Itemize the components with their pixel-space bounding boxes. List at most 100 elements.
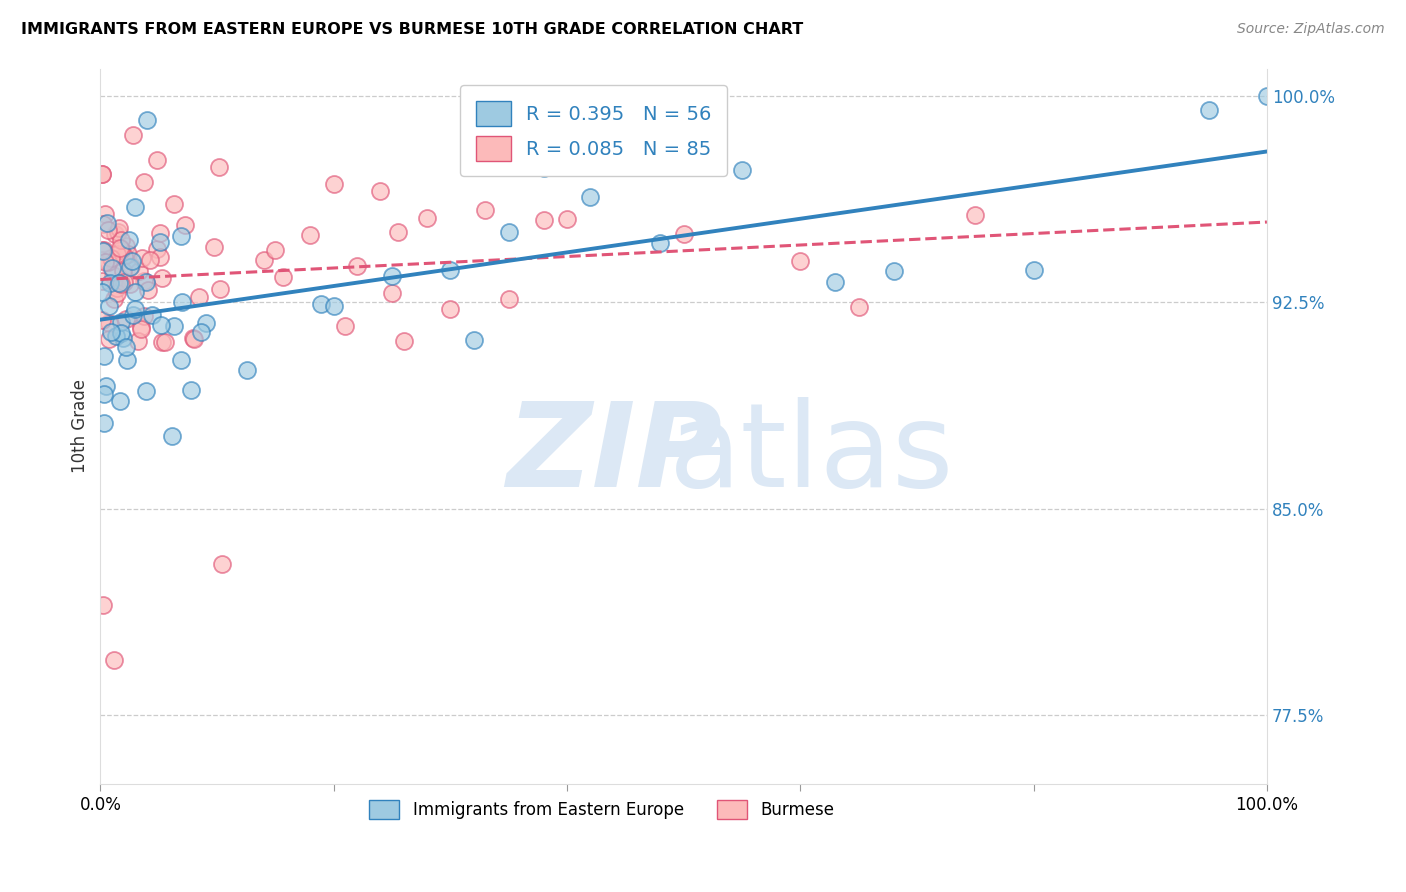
Point (96, 216, 118, 230)
Point (90, 167, 112, 181)
Point (100, 325, 122, 339)
Point (128, 264, 150, 278)
Point (103, 227, 125, 241)
Point (103, 292, 125, 306)
Point (100, 260, 122, 275)
Point (146, 153, 169, 167)
Point (1022, 262, 1045, 277)
Point (322, 177, 344, 191)
Point (498, 225, 520, 239)
Point (731, 163, 754, 178)
Point (474, 202, 496, 217)
Point (145, 243, 167, 257)
Point (94, 207, 117, 221)
Point (111, 263, 134, 277)
Point (124, 285, 146, 300)
Point (152, 270, 174, 285)
Point (105, 285, 128, 300)
Point (112, 250, 135, 264)
Point (150, 335, 173, 350)
Point (533, 161, 555, 175)
Point (209, 282, 232, 296)
Point (90, 313, 112, 327)
Point (114, 340, 136, 354)
Point (108, 241, 131, 255)
Point (91, 285, 114, 299)
Point (101, 268, 124, 282)
Point (148, 226, 170, 240)
Point (135, 113, 157, 128)
Point (91, 244, 114, 259)
Point (180, 383, 202, 397)
Point (121, 128, 143, 142)
Point (463, 333, 485, 347)
Point (139, 252, 162, 267)
Point (271, 270, 294, 285)
Y-axis label: 10th Grade: 10th Grade (72, 379, 89, 473)
Point (91, 598, 114, 612)
Point (112, 275, 135, 289)
Text: ZIP: ZIP (506, 397, 721, 512)
Text: Source: ZipAtlas.com: Source: ZipAtlas.com (1237, 22, 1385, 37)
Point (115, 353, 138, 368)
Point (387, 225, 409, 239)
Text: IMMIGRANTS FROM EASTERN EUROPE VS BURMESE 10TH GRADE CORRELATION CHART: IMMIGRANTS FROM EASTERN EUROPE VS BURMES… (21, 22, 803, 37)
Point (108, 276, 131, 290)
Point (672, 227, 695, 241)
Point (172, 295, 194, 310)
Point (439, 301, 461, 316)
Point (108, 393, 131, 408)
Text: atlas: atlas (669, 397, 955, 512)
Point (533, 213, 555, 227)
Point (174, 219, 197, 233)
Point (162, 197, 184, 211)
Point (824, 275, 846, 289)
Point (650, 236, 672, 251)
Point (322, 299, 344, 313)
Point (135, 275, 157, 289)
Point (105, 281, 128, 295)
Point (195, 316, 218, 330)
Legend: Immigrants from Eastern Europe, Burmese: Immigrants from Eastern Europe, Burmese (363, 793, 841, 825)
Point (107, 225, 129, 239)
Point (498, 292, 520, 306)
Point (346, 260, 368, 274)
Point (149, 318, 172, 332)
Point (134, 274, 156, 288)
Point (93, 349, 115, 363)
Point (110, 243, 132, 257)
Point (110, 326, 132, 341)
Point (110, 233, 132, 247)
Point (91, 244, 114, 258)
Point (335, 318, 357, 333)
Point (309, 297, 332, 311)
Point (97, 254, 120, 268)
Point (98, 332, 121, 346)
Point (105, 328, 128, 343)
Point (236, 363, 259, 377)
Point (138, 283, 160, 297)
Point (117, 246, 139, 260)
Point (1198, 103, 1220, 117)
Point (90, 252, 112, 267)
Point (103, 653, 125, 667)
Point (789, 253, 811, 268)
Point (160, 429, 183, 443)
Point (253, 253, 276, 268)
Point (883, 264, 905, 278)
Point (120, 259, 142, 273)
Point (93, 387, 115, 401)
Point (135, 384, 157, 399)
Point (381, 268, 404, 283)
Point (121, 254, 143, 268)
Point (132, 309, 155, 323)
Point (90, 274, 112, 288)
Point (122, 308, 145, 322)
Point (188, 289, 211, 303)
Point (129, 321, 152, 335)
Point (110, 277, 132, 291)
Point (105, 246, 128, 260)
Point (368, 184, 391, 198)
Point (264, 243, 287, 257)
Point (129, 320, 152, 334)
